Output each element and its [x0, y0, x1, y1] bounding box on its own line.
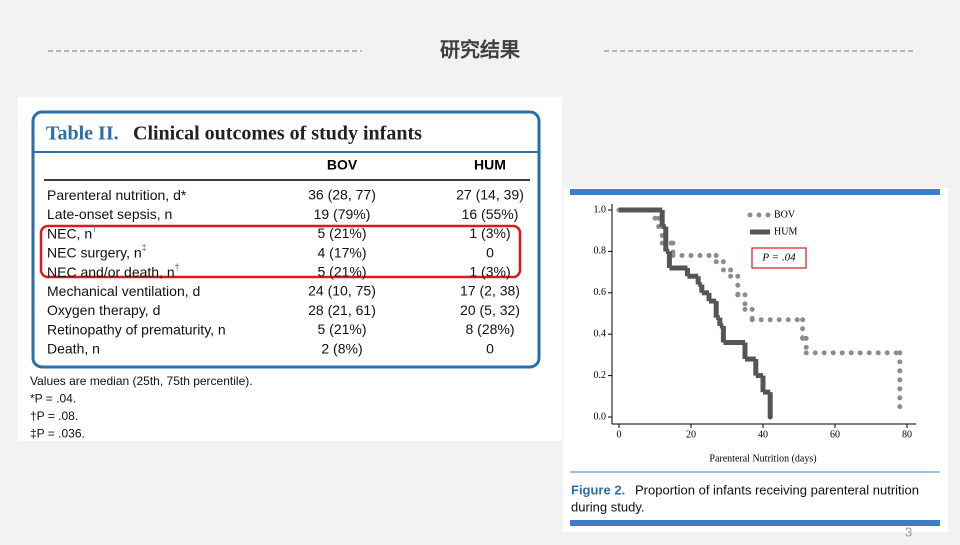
figure-bar [570, 189, 940, 195]
cell: 0 [486, 340, 494, 356]
footnote: *P = .04. [30, 392, 76, 406]
row-label: NEC surgery, n‡ [47, 243, 147, 260]
legend-label: HUM [774, 226, 797, 237]
highlight-box [39, 224, 522, 279]
x-axis-label: Parenteral Nutrition (days) [709, 453, 816, 464]
y-tick-label: 1.0 [594, 204, 607, 215]
cell: 24 (10, 75) [308, 283, 376, 299]
footnote: †P = .08. [30, 409, 78, 423]
cell: 20 (5, 32) [460, 302, 520, 318]
table-frame [31, 110, 541, 369]
cell: 0 [486, 244, 494, 260]
row-label-text: NEC and/or death, n [47, 264, 175, 280]
row-label-text: Parenteral nutrition, d* [47, 187, 187, 203]
cell: 5 (21%) [317, 321, 366, 337]
row-label: NEC and/or death, n† [47, 262, 180, 279]
table-label: Table II. [46, 123, 119, 145]
cell: 17 (2, 38) [460, 283, 520, 299]
x-tick-label: 80 [902, 429, 912, 440]
footnote: Values are median (25th, 75th percentile… [30, 374, 253, 388]
cell: 5 (21%) [317, 225, 366, 241]
cell: 2 (8%) [321, 340, 362, 356]
y-tick-label: 0.4 [594, 328, 607, 339]
step-end [897, 404, 903, 410]
row-label-text: Late-onset sepsis, n [47, 206, 172, 222]
x-tick-label: 60 [830, 429, 840, 440]
row-label: Death, n [47, 340, 100, 356]
row-label: Late-onset sepsis, n [47, 206, 172, 222]
slide-title: 研究结果 [440, 37, 520, 61]
x-tick-label: 20 [686, 429, 696, 440]
cell: 8 (28%) [465, 321, 514, 337]
page-number: 3 [905, 524, 912, 539]
row-label-text: Mechanical ventilation, d [47, 283, 200, 299]
row-label-text: Oxygen therapy, d [47, 302, 160, 318]
row-label: Mechanical ventilation, d [47, 283, 200, 299]
figure-label: Figure 2. [571, 482, 625, 497]
row-label-text: Retinopathy of prematurity, n [47, 321, 226, 337]
x-tick-label: 40 [758, 429, 768, 440]
y-tick-label: 0.0 [594, 411, 607, 422]
footnote-mark: ‡ [142, 243, 147, 253]
cell: 1 (3%) [469, 264, 510, 280]
y-tick-label: 0.2 [594, 370, 607, 381]
row-label: NEC, n† [47, 224, 97, 241]
y-tick-label: 0.8 [594, 246, 607, 257]
column-header: HUM [474, 157, 506, 173]
legend-label: BOV [774, 209, 796, 220]
cell: 1 (3%) [469, 225, 510, 241]
annotation: P = .04 [761, 252, 796, 264]
row-label: Retinopathy of prematurity, n [47, 321, 226, 337]
footnote-mark: † [175, 262, 180, 272]
cell: 16 (55%) [462, 206, 519, 222]
figure-caption: during study. [571, 499, 644, 514]
row-label-text: NEC surgery, n [47, 244, 142, 260]
cell: 36 (28, 77) [308, 187, 376, 203]
footnote-mark: † [92, 224, 97, 234]
cell: 27 (14, 39) [456, 187, 524, 203]
x-tick-label: 0 [617, 429, 622, 440]
figure-bar [570, 520, 940, 526]
table-caption: Clinical outcomes of study infants [133, 123, 422, 145]
cell: 5 (21%) [317, 264, 366, 280]
row-label: Parenteral nutrition, d* [47, 187, 187, 203]
cell: 19 (79%) [314, 206, 371, 222]
step-end [767, 414, 773, 420]
figure-caption: Proportion of infants receiving parenter… [635, 482, 919, 497]
row-label-text: NEC, n [47, 225, 92, 241]
row-label-text: Death, n [47, 340, 100, 356]
row-label: Oxygen therapy, d [47, 302, 160, 318]
y-tick-label: 0.6 [594, 287, 607, 298]
cell: 28 (21, 61) [308, 302, 376, 318]
column-header: BOV [327, 157, 358, 173]
footnote: ‡P = .036. [30, 427, 85, 441]
annotation-box [751, 247, 807, 269]
cell: 4 (17%) [317, 244, 366, 260]
